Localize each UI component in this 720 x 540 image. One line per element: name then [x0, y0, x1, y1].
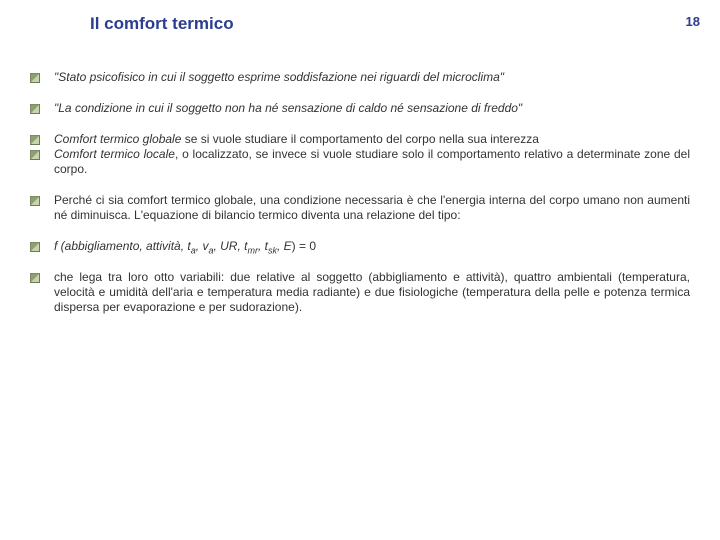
list-item: "La condizione in cui il soggetto non ha…	[30, 101, 690, 116]
bullet-icon	[30, 135, 40, 145]
list-item: Comfort termico globale se si vuole stud…	[30, 132, 690, 147]
equation: f (abbigliamento, attività, ta, va, UR, …	[54, 239, 690, 254]
bullet-icon	[30, 150, 40, 160]
page-title: Il comfort termico	[90, 14, 234, 34]
list-item: Perché ci sia comfort termico globale, u…	[30, 193, 690, 223]
bullet-icon	[30, 104, 40, 114]
body-text: "La condizione in cui il soggetto non ha…	[54, 101, 690, 116]
eq-part: , UR,	[213, 239, 244, 253]
bullet-icon	[30, 196, 40, 206]
body-text: Comfort termico globale se si vuole stud…	[54, 132, 690, 147]
eq-part: ) = 0	[292, 239, 316, 253]
list-item: che lega tra loro otto variabili: due re…	[30, 270, 690, 315]
term: Comfort termico locale	[54, 147, 175, 161]
list-item: Comfort termico locale, o localizzato, s…	[30, 147, 690, 177]
eq-part: f (abbigliamento, attività,	[54, 239, 187, 253]
body-text: se si vuole studiare il comportamento de…	[181, 132, 539, 146]
content: "Stato psicofisico in cui il soggetto es…	[30, 70, 690, 331]
list-item: f (abbigliamento, attività, ta, va, UR, …	[30, 239, 690, 254]
body-text: Perché ci sia comfort termico globale, u…	[54, 193, 690, 223]
eq-part: , E	[277, 239, 292, 253]
term: Comfort termico globale	[54, 132, 181, 146]
body-text: che lega tra loro otto variabili: due re…	[54, 270, 690, 315]
eq-sub: sk	[268, 245, 277, 255]
bullet-icon	[30, 273, 40, 283]
eq-part: ,	[258, 239, 265, 253]
bullet-icon	[30, 73, 40, 83]
list-item: "Stato psicofisico in cui il soggetto es…	[30, 70, 690, 85]
body-text: Comfort termico locale, o localizzato, s…	[54, 147, 690, 177]
page-number: 18	[686, 14, 700, 29]
eq-sub: mr	[247, 245, 258, 255]
body-text: "Stato psicofisico in cui il soggetto es…	[54, 70, 690, 85]
bullet-icon	[30, 242, 40, 252]
